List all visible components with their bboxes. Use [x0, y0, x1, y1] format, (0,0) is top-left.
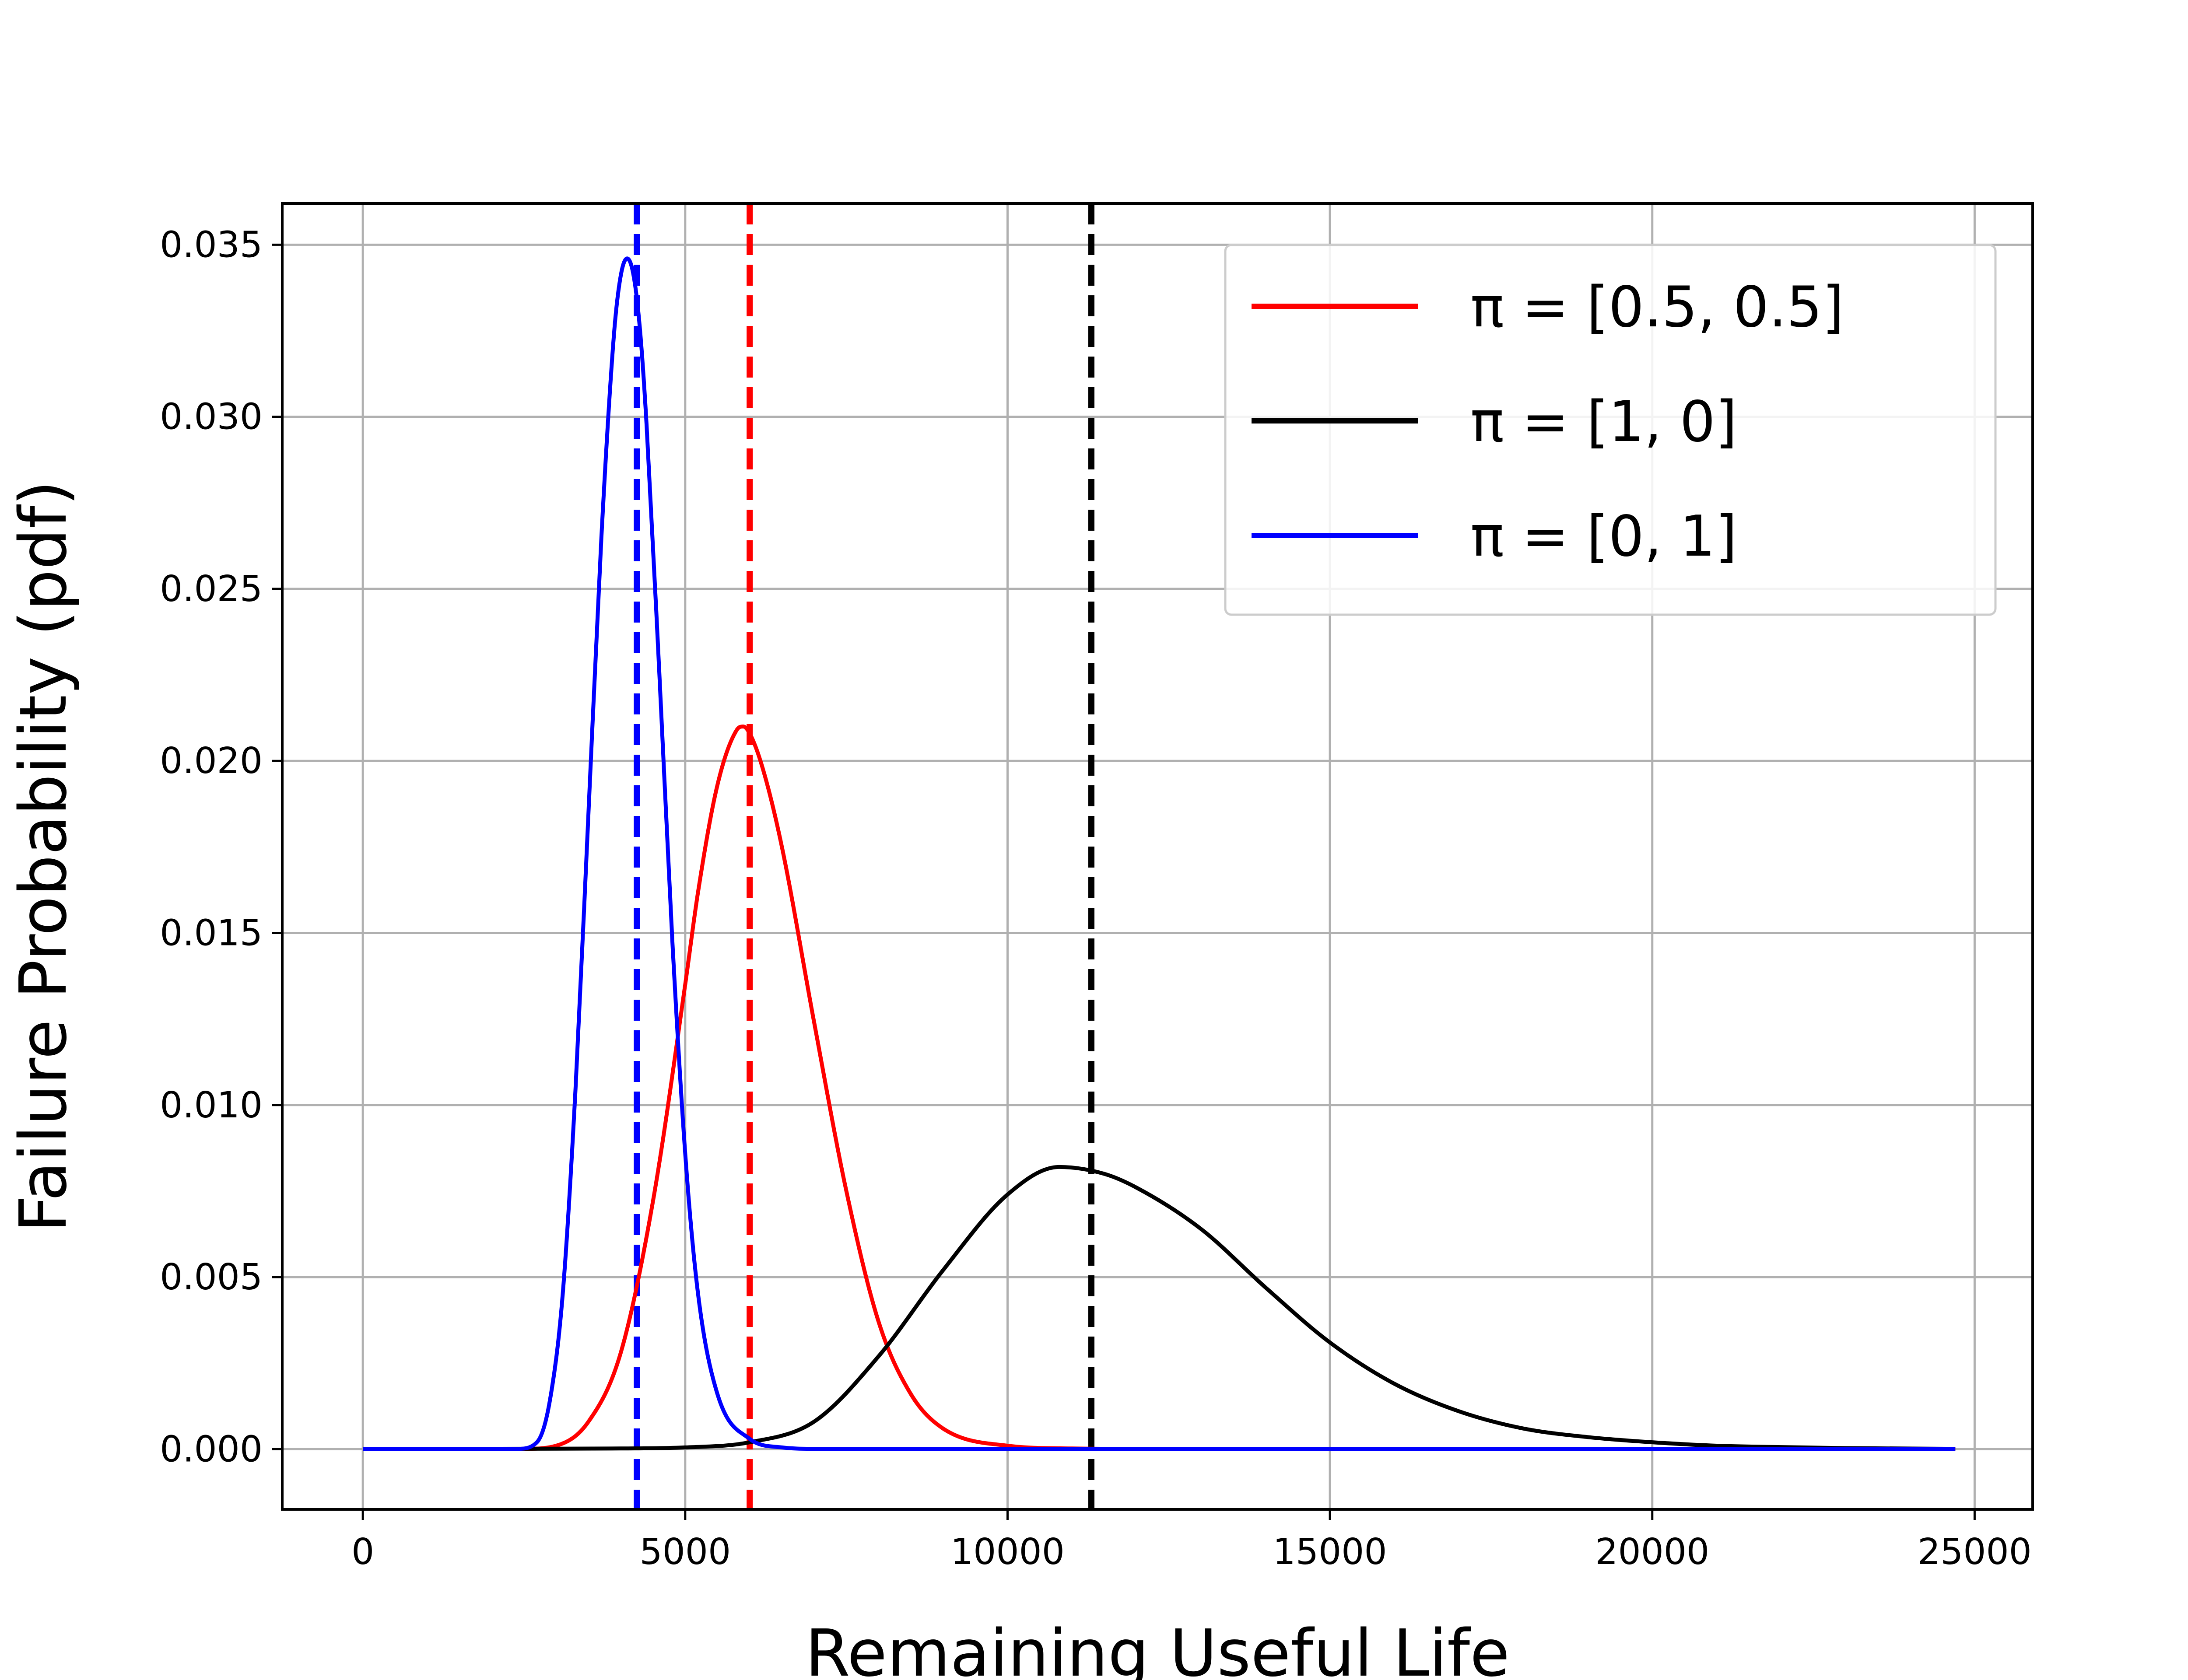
legend-label: π = [0.5, 0.5]: [1470, 275, 1844, 340]
series-line: [363, 256, 1956, 1451]
x-axis-label: Remaining Useful Life: [805, 1616, 1510, 1680]
y-axis-label: Failure Probability (pdf): [6, 480, 81, 1232]
y-tick-label: 0.035: [160, 224, 263, 266]
legend-box: [1224, 244, 1997, 616]
y-ticks: 0.000 0.005 0.010 0.015 0.020 0.025 0.030 0.035: [160, 224, 282, 1470]
plot-frame: [281, 202, 2034, 1511]
y-tick-label: 0.015: [160, 913, 263, 954]
x-tick-label: 20000: [1595, 1531, 1709, 1573]
x-tick-label: 10000: [950, 1531, 1065, 1573]
x-tick-label: 15000: [1273, 1531, 1387, 1573]
y-tick-label: 0.005: [160, 1256, 263, 1298]
y-tick-label: 0.030: [160, 396, 263, 438]
legend-label: π = [0, 1]: [1470, 504, 1737, 569]
series-lines: [363, 256, 1956, 1451]
x-ticks: 0 5000 10000 15000 20000 25000: [351, 1509, 2032, 1573]
legend-label: π = [1, 0]: [1470, 389, 1737, 455]
x-tick-label: 25000: [1918, 1531, 2032, 1573]
y-tick-label: 0.010: [160, 1085, 263, 1126]
x-tick-label: 0: [351, 1531, 374, 1573]
y-tick-label: 0.020: [160, 740, 263, 782]
series-line: [363, 1165, 1956, 1451]
legend: π = [0.5, 0.5] π = [1, 0] π = [0, 1]: [1224, 244, 1997, 616]
y-tick-label: 0.000: [160, 1428, 263, 1470]
x-tick-label: 5000: [639, 1531, 731, 1573]
series-line: [363, 724, 1956, 1451]
y-tick-label: 0.025: [160, 568, 263, 610]
